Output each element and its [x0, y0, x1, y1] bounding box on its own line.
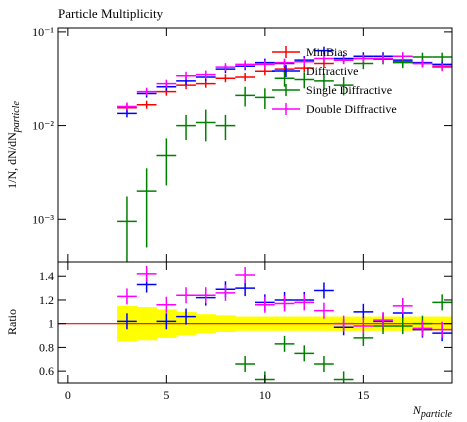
- y-tick-label: 1.4: [39, 269, 54, 283]
- x-tick-label: 15: [357, 388, 369, 402]
- y-tick-label: 1.2: [39, 293, 54, 307]
- y-label-sub: particle: [11, 101, 22, 134]
- legend-label: Double Diffractive: [306, 102, 397, 116]
- y-tick-label: 0.6: [39, 364, 54, 378]
- x-label-sub: particle: [420, 409, 453, 420]
- ratio-frame: [57, 261, 453, 384]
- y-axis-label: 1/N, dN/dNparticle: [5, 101, 22, 189]
- legend-label: MinBias: [306, 45, 348, 59]
- y-label-main: 1/N, dN/dN: [5, 132, 19, 189]
- chart-title: Particle Multiplicity: [58, 6, 164, 21]
- x-axis-label: Nparticle: [412, 403, 453, 420]
- legend-label: Single Diffractive: [306, 83, 392, 97]
- x-label-main: N: [412, 403, 422, 417]
- y-tick-label: 10⁻³: [32, 212, 54, 226]
- x-tick-label: 5: [163, 388, 169, 402]
- axes: 10⁻³ 10⁻² 10⁻¹ MinBias Diffractive Single Dif…: [32, 25, 453, 402]
- y-tick-label: 10⁻¹: [32, 25, 54, 39]
- y-tick-label: 1: [48, 317, 54, 331]
- ratio-plot: [58, 265, 452, 383]
- x-tick-label: 10: [259, 388, 271, 402]
- ratio-y-label: Ratio: [5, 309, 19, 335]
- y-tick-label: 10⁻²: [32, 119, 54, 133]
- main-plot: [117, 46, 452, 262]
- y-tick-label: 0.8: [39, 340, 54, 354]
- legend-label: Diffractive: [306, 64, 358, 78]
- x-tick-label: 0: [65, 388, 71, 402]
